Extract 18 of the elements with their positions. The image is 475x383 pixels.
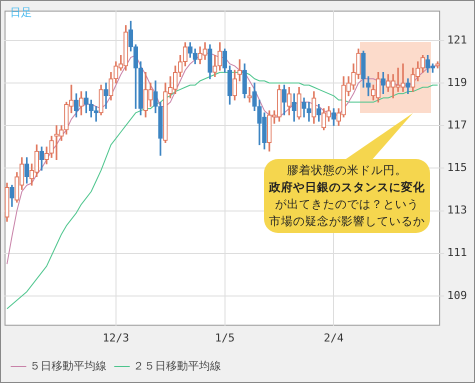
- y-tick-label: 117: [447, 118, 468, 132]
- y-tick-label: 113: [447, 204, 468, 217]
- y-tick-label: 111: [447, 246, 468, 260]
- chart-title: 日足: [10, 5, 32, 20]
- legend-label: ２５日移動平均線: [133, 359, 221, 372]
- x-tick-label: 1/5: [214, 331, 235, 344]
- y-tick-label: 109: [447, 288, 468, 302]
- annotation: 政府や日銀のスタンスに変化: [268, 179, 426, 196]
- annotation: 膠着状態の米ドル円。: [286, 162, 408, 179]
- y-tick-label: 119: [447, 76, 468, 89]
- x-tick-label: 12/3: [102, 331, 130, 344]
- annotation: 市場の疑念が影響しているか: [268, 213, 426, 230]
- candlestick: [104, 82, 108, 109]
- annotation: が出てきたのでは？という: [274, 196, 420, 213]
- y-tick-label: 115: [447, 161, 468, 174]
- y-tick-label: 121: [447, 33, 468, 46]
- x-tick-label: 2/4: [324, 331, 344, 344]
- legend-label: ５日移動平均線: [30, 359, 106, 372]
